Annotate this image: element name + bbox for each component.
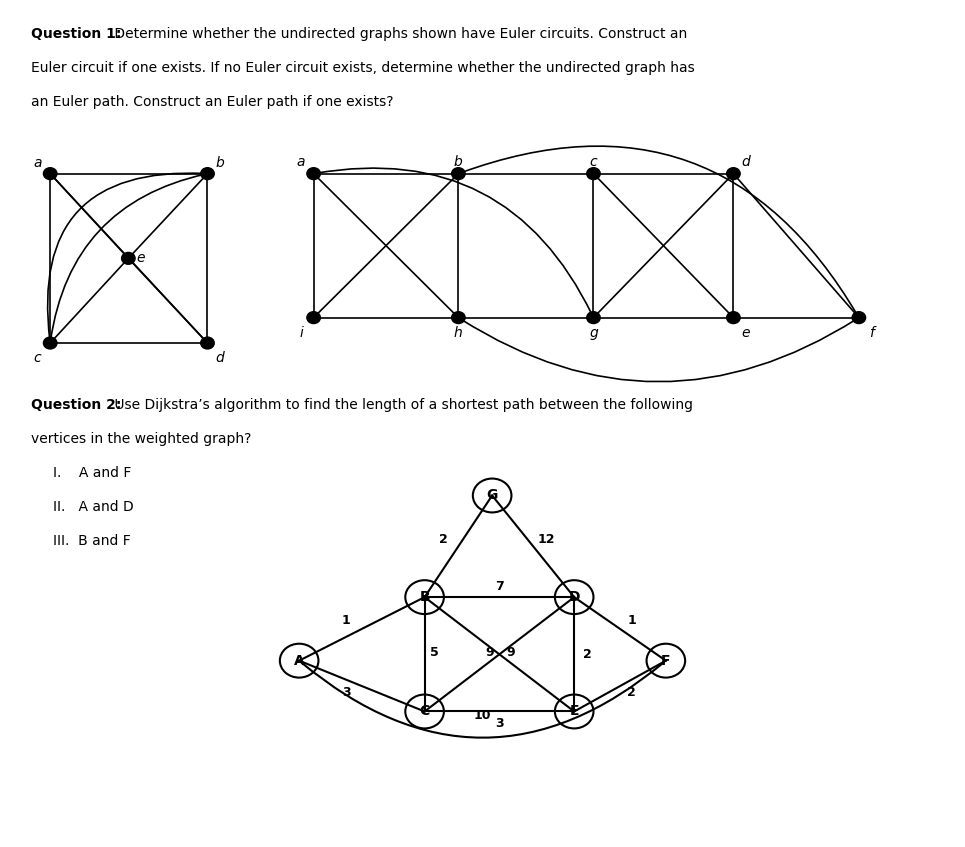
Text: Use Dijkstra’s algorithm to find the length of a shortest path between the follo: Use Dijkstra’s algorithm to find the len…: [110, 398, 693, 412]
Circle shape: [201, 337, 214, 349]
Text: G: G: [486, 489, 498, 502]
Text: g: g: [589, 326, 598, 340]
Text: II.   A and D: II. A and D: [53, 500, 134, 514]
Text: 9: 9: [485, 646, 494, 659]
Text: F: F: [661, 654, 671, 667]
Text: an Euler path. Construct an Euler path if one exists?: an Euler path. Construct an Euler path i…: [31, 95, 394, 109]
Circle shape: [307, 168, 320, 180]
Text: III.  B and F: III. B and F: [53, 534, 131, 548]
Text: d: d: [741, 155, 751, 169]
Text: Question 1:: Question 1:: [31, 27, 122, 42]
Text: C: C: [420, 705, 429, 718]
Text: D: D: [568, 590, 580, 604]
Text: h: h: [454, 326, 463, 340]
Text: 7: 7: [495, 580, 504, 594]
FancyArrowPatch shape: [50, 174, 205, 340]
Text: f: f: [868, 326, 874, 340]
Text: a: a: [34, 156, 41, 169]
Text: a: a: [297, 155, 305, 169]
Text: 1: 1: [342, 614, 351, 627]
Circle shape: [452, 312, 465, 324]
Text: A: A: [293, 654, 305, 667]
Text: 2: 2: [583, 648, 593, 661]
Text: 1: 1: [627, 614, 636, 627]
Circle shape: [727, 312, 740, 324]
Text: b: b: [454, 155, 463, 169]
Circle shape: [307, 312, 320, 324]
Text: Determine whether the undirected graphs shown have Euler circuits. Construct an: Determine whether the undirected graphs …: [110, 27, 687, 42]
Text: 2: 2: [438, 533, 448, 546]
Circle shape: [122, 252, 135, 264]
Text: 5: 5: [429, 646, 439, 659]
Text: I.    A and F: I. A and F: [53, 466, 131, 480]
FancyArrowPatch shape: [461, 147, 858, 315]
Text: Question 2:: Question 2:: [31, 398, 122, 412]
FancyArrowPatch shape: [460, 319, 857, 382]
Text: b: b: [215, 156, 225, 169]
Text: c: c: [34, 352, 41, 365]
Text: vertices in the weighted graph?: vertices in the weighted graph?: [31, 432, 251, 446]
Circle shape: [587, 312, 600, 324]
Text: d: d: [215, 352, 225, 365]
Text: i: i: [299, 326, 303, 340]
Circle shape: [43, 168, 57, 180]
Circle shape: [452, 168, 465, 180]
Text: e: e: [742, 326, 750, 340]
Text: 3: 3: [495, 717, 504, 730]
Circle shape: [201, 168, 214, 180]
Text: B: B: [419, 590, 430, 604]
Circle shape: [43, 337, 57, 349]
Text: 2: 2: [627, 686, 636, 700]
FancyArrowPatch shape: [317, 168, 593, 315]
Circle shape: [852, 312, 866, 324]
FancyArrowPatch shape: [47, 173, 205, 340]
Text: 12: 12: [538, 533, 556, 546]
Circle shape: [727, 168, 740, 180]
Circle shape: [587, 168, 600, 180]
Text: c: c: [590, 155, 597, 169]
Text: Euler circuit if one exists. If no Euler circuit exists, determine whether the u: Euler circuit if one exists. If no Euler…: [31, 61, 695, 75]
FancyArrowPatch shape: [301, 662, 664, 738]
Text: 9: 9: [507, 646, 515, 659]
Text: e: e: [137, 252, 145, 265]
Text: 3: 3: [343, 686, 350, 700]
Text: 10: 10: [474, 709, 491, 722]
Text: E: E: [569, 705, 579, 718]
